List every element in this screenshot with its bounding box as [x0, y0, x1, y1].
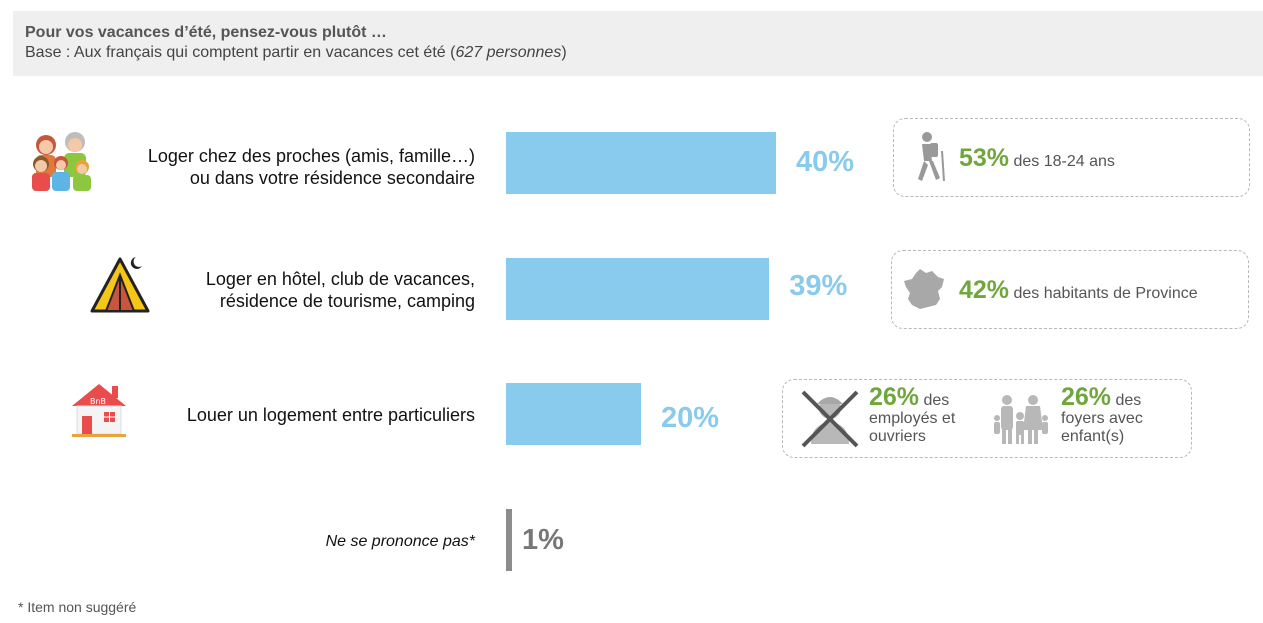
callout-box: 53% des 18-24 ans: [893, 118, 1250, 197]
callout-text: employés et: [869, 410, 956, 427]
callout-pct: 42%: [959, 276, 1010, 304]
bar: [506, 509, 512, 571]
callout-stat: 26% des employés et ouvriers: [869, 385, 956, 446]
value-label: 39%: [789, 270, 848, 302]
callout-pct: 26%: [869, 383, 920, 411]
callout-text: des habitants de Province: [1013, 285, 1198, 302]
category-label: Loger en hôtel, club de vacances, réside…: [205, 269, 475, 311]
callout-pct: 26%: [1061, 383, 1112, 411]
family-silhouette-icon: [994, 395, 1048, 444]
callout-box: 26% des employés et ouvriers 26% des foy…: [782, 379, 1192, 458]
callout-text: enfant(s): [1061, 428, 1125, 445]
callout-text: des: [923, 392, 950, 409]
france-map-icon: [904, 269, 944, 309]
category-label: Louer un logement entre particuliers: [186, 405, 475, 425]
callout-pct: 53%: [959, 144, 1010, 172]
tent-icon: [90, 257, 150, 313]
callout-text: foyers avec: [1061, 410, 1143, 427]
svg-text:BnB: BnB: [90, 397, 106, 406]
worker-crossed-icon: [801, 390, 859, 448]
family-icon: [32, 132, 91, 191]
value-label: 1%: [522, 524, 564, 556]
bar: [506, 383, 641, 445]
bar: [506, 258, 770, 320]
callout-text: des: [1115, 392, 1142, 409]
chart-title: Pour vos vacances d’été, pensez-vous plu…: [25, 24, 387, 41]
category-label: Ne se prononce pas*: [325, 533, 475, 550]
value-label: 20%: [661, 402, 720, 434]
bnb-house-icon: BnB: [72, 384, 126, 437]
footnote: * Item non suggéré: [18, 599, 137, 615]
callout-stat: 26% des foyers avec enfant(s): [1061, 385, 1143, 446]
hiker-icon: [918, 132, 945, 182]
callout-box: 42% des habitants de Province: [891, 250, 1249, 329]
callout-text: ouvriers: [869, 428, 926, 445]
chart-subtitle: Base : Aux français qui comptent partir …: [25, 44, 567, 61]
bar: [506, 132, 776, 194]
value-label: 40%: [796, 146, 855, 178]
callout-stat: 42% des habitants de Province: [959, 276, 1198, 305]
callout-stat: 53% des 18-24 ans: [959, 144, 1115, 173]
chart-header: Pour vos vacances d’été, pensez-vous plu…: [13, 11, 1263, 76]
category-label: Loger chez des proches (amis, famille…) …: [147, 146, 475, 188]
callout-text: des 18-24 ans: [1013, 153, 1115, 170]
